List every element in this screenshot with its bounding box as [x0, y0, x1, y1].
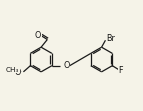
Text: O: O — [15, 68, 21, 77]
Text: F: F — [119, 66, 123, 75]
Text: Br: Br — [106, 34, 115, 43]
Text: O: O — [63, 61, 70, 70]
Text: O: O — [35, 31, 41, 40]
Text: CH₃: CH₃ — [6, 66, 19, 72]
